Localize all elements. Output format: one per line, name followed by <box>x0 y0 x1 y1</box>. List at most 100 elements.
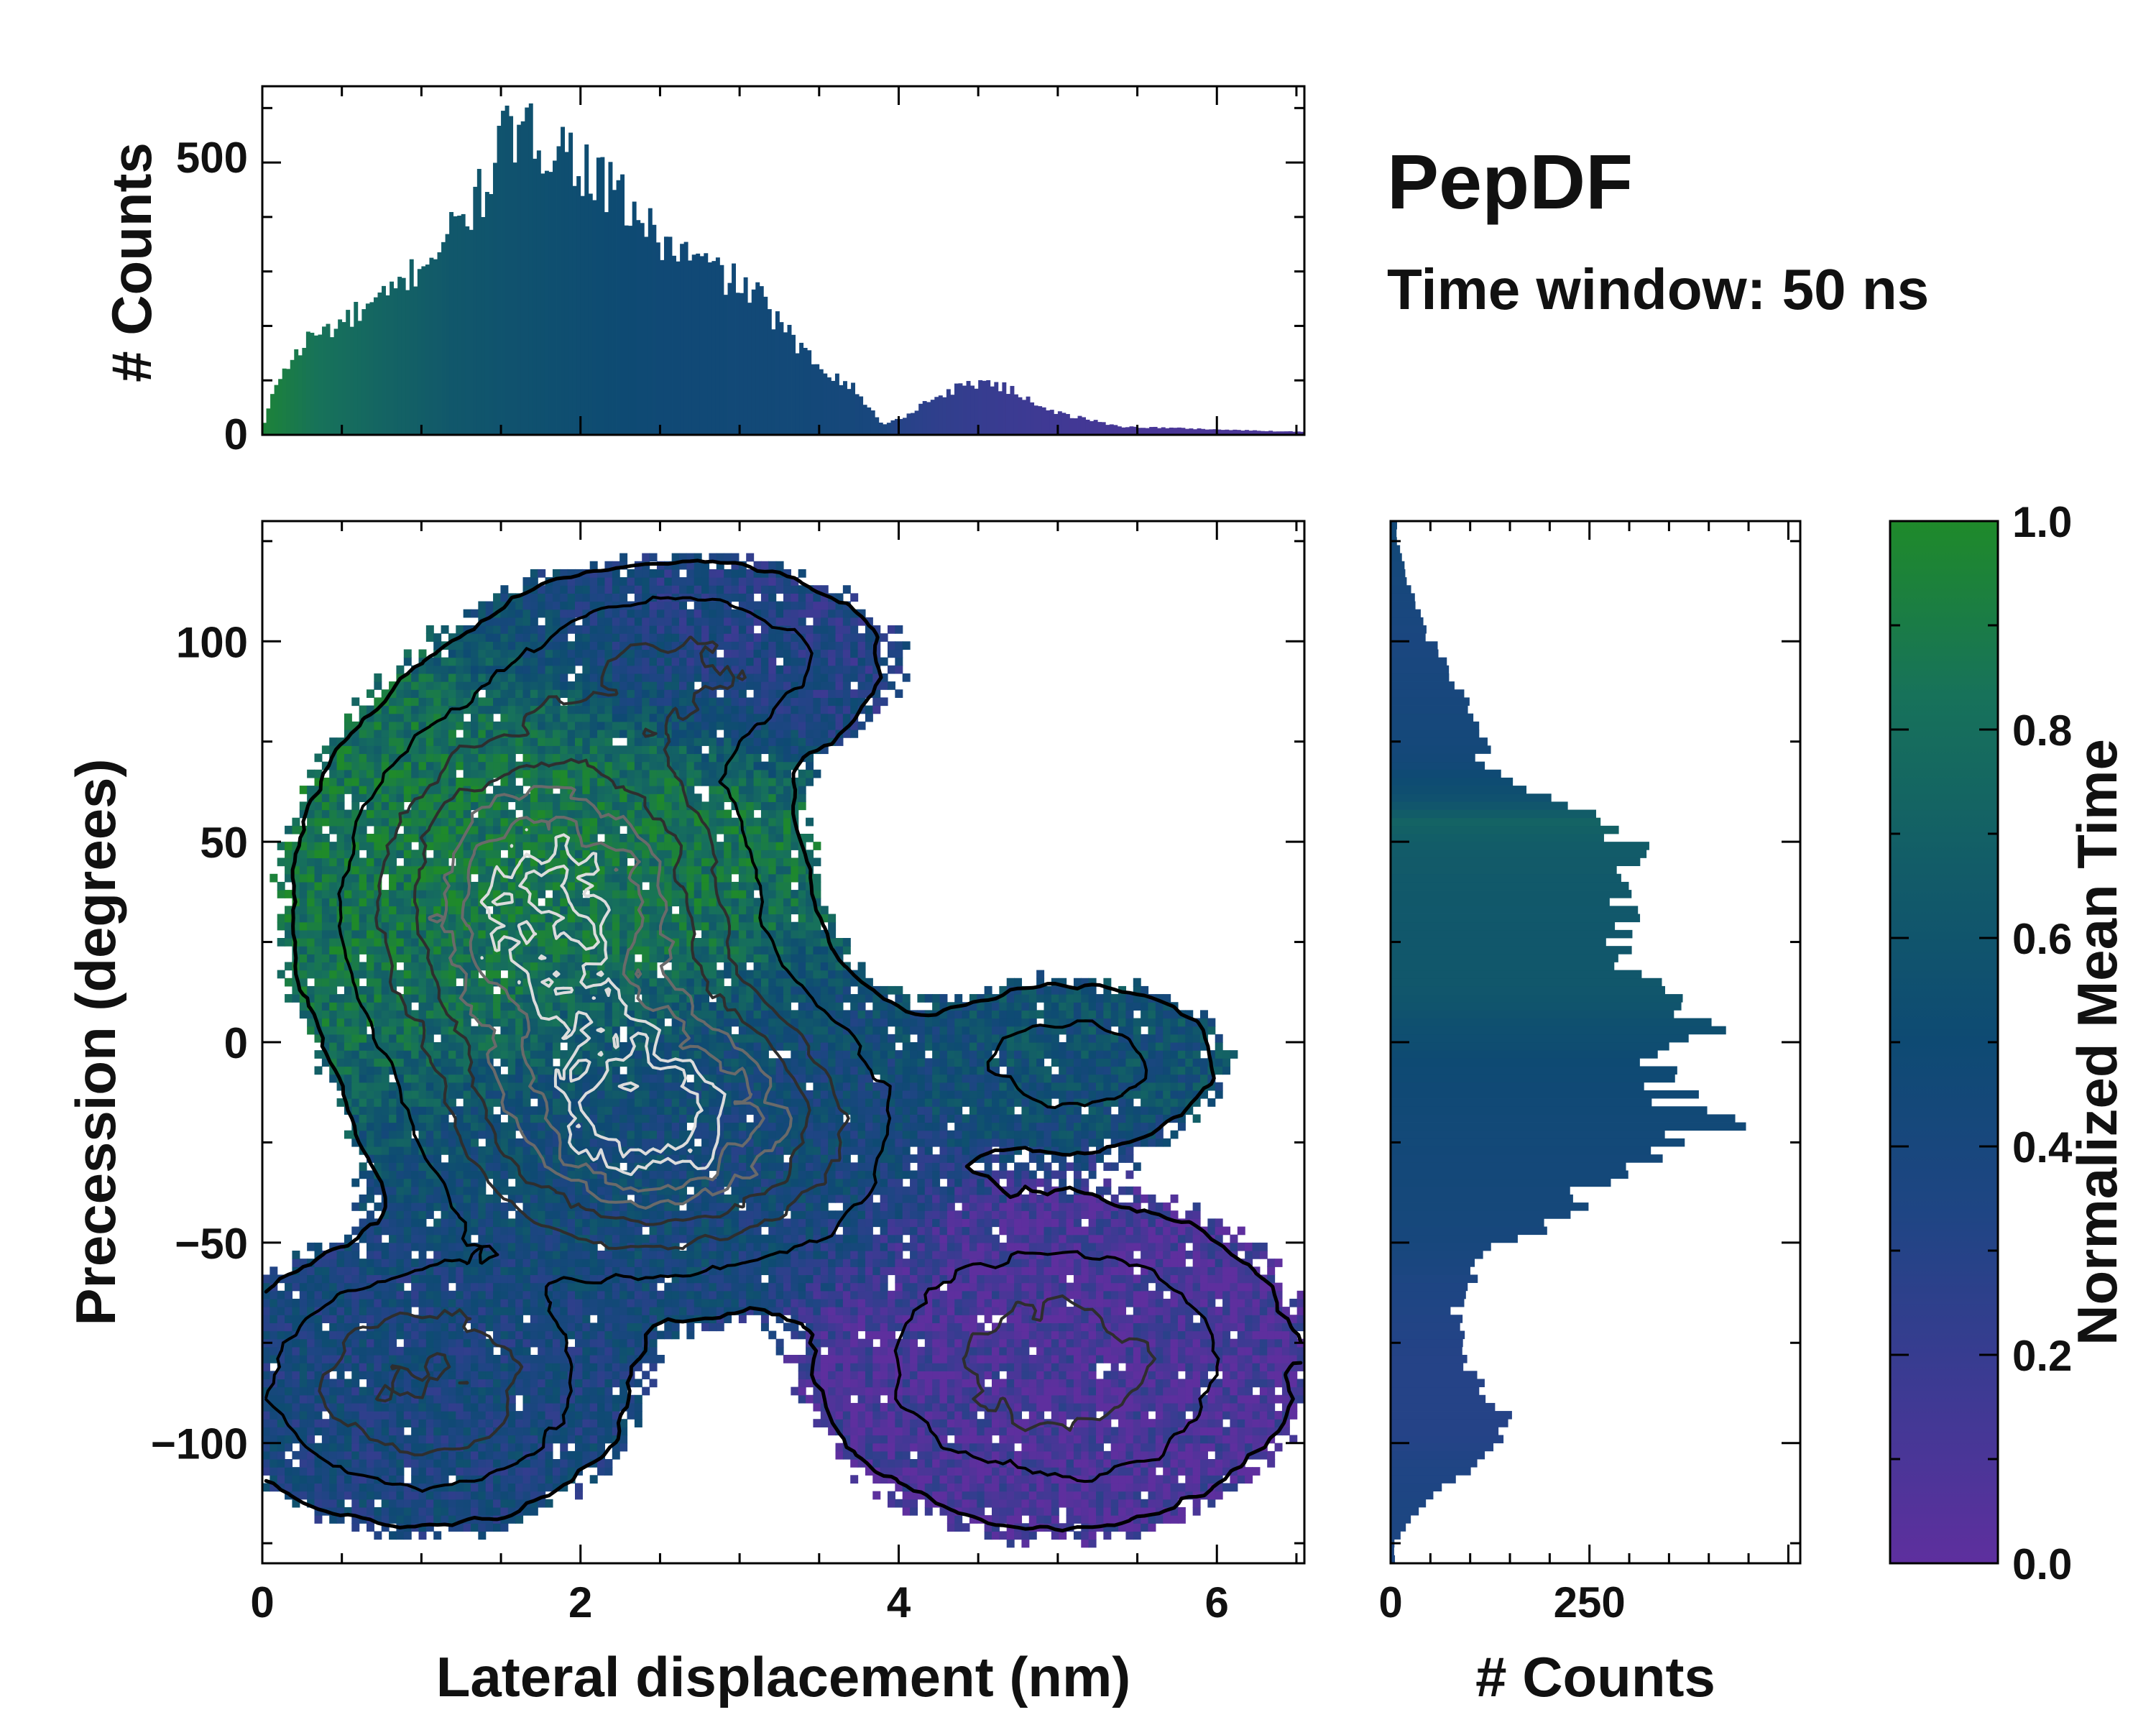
heatmap-cell <box>1021 1202 1030 1211</box>
heatmap-cell <box>969 1411 977 1420</box>
heatmap-cell <box>582 1394 591 1404</box>
heatmap-cell <box>902 1402 911 1412</box>
heatmap-cell <box>791 1298 799 1307</box>
heatmap-cell <box>418 1515 427 1524</box>
heatmap-cell <box>1192 1499 1201 1508</box>
heatmap-cell <box>1215 1322 1223 1332</box>
heatmap-cell <box>314 1499 323 1508</box>
heatmap-cell <box>1177 1483 1186 1492</box>
heatmap-cell <box>1148 1427 1156 1436</box>
heatmap-cell <box>992 1467 1000 1476</box>
heatmap-cell <box>1281 1379 1290 1388</box>
heatmap-cell <box>500 1379 509 1388</box>
heatmap-cell <box>307 1499 315 1508</box>
heatmap-cell <box>939 1355 948 1363</box>
heatmap-cell <box>575 1443 583 1452</box>
heatmap-cell <box>880 1266 888 1276</box>
heatmap-cell <box>389 1443 397 1452</box>
heatmap-cell <box>367 1483 374 1492</box>
heatmap-cell <box>1230 1450 1238 1460</box>
heatmap-cell <box>1088 1491 1097 1500</box>
heatmap-cell <box>932 1242 941 1251</box>
heatmap-cell <box>1059 1274 1067 1284</box>
heatmap-cell <box>850 1330 859 1340</box>
top-hist-bar <box>1033 405 1038 435</box>
heatmap-cell <box>828 1298 837 1307</box>
top-hist-bar <box>501 111 505 435</box>
heatmap-cell <box>910 1218 918 1228</box>
heatmap-cell <box>1155 1290 1164 1300</box>
heatmap-cell <box>1073 1491 1082 1500</box>
heatmap-cell <box>902 1443 911 1452</box>
heatmap-cell <box>612 1226 620 1236</box>
heatmap-cell <box>299 1346 308 1356</box>
heatmap-cell <box>545 1386 553 1396</box>
heatmap-cell <box>791 1282 799 1292</box>
heatmap-cell <box>977 1467 985 1476</box>
heatmap-cell <box>977 1202 985 1211</box>
heatmap-cell <box>403 1411 412 1420</box>
heatmap-cell <box>1170 1386 1179 1396</box>
heatmap-cell <box>1170 1379 1179 1388</box>
top-hist-bar <box>1125 427 1130 435</box>
heatmap-cell <box>634 1194 642 1203</box>
heatmap-cell <box>1192 1467 1201 1476</box>
heatmap-cell <box>270 1450 278 1460</box>
heatmap-cell <box>374 1234 382 1243</box>
heatmap-cell <box>262 1290 270 1300</box>
heatmap-cell <box>999 1483 1008 1492</box>
heatmap-cell <box>1118 1282 1127 1292</box>
heatmap-cell <box>433 1371 442 1380</box>
heatmap-cell <box>798 1379 806 1388</box>
heatmap-cell <box>612 1427 620 1436</box>
heatmap-cell <box>552 1386 561 1396</box>
top-hist-bar <box>826 377 831 435</box>
top-hist-bar <box>628 226 633 435</box>
heatmap-cell <box>1014 1371 1023 1380</box>
heatmap-cell <box>493 1210 502 1219</box>
heatmap-cell <box>389 1315 397 1323</box>
heatmap-cell <box>575 1202 583 1211</box>
heatmap-cell <box>939 1186 948 1195</box>
heatmap-cell <box>1059 1307 1067 1315</box>
heatmap-cell <box>530 1251 538 1259</box>
heatmap-cell <box>1051 1226 1059 1236</box>
heatmap-cell <box>835 1363 844 1371</box>
heatmap-cell <box>292 1491 300 1500</box>
heatmap-cell <box>359 1459 367 1468</box>
heatmap-cell <box>857 1274 866 1284</box>
heatmap-cell <box>321 1386 330 1396</box>
heatmap-cell <box>1170 1346 1179 1356</box>
heatmap-cell <box>962 1411 970 1420</box>
heatmap-cell <box>1200 1307 1208 1315</box>
heatmap-cell <box>1088 1251 1097 1259</box>
heatmap-cell <box>329 1242 338 1251</box>
heatmap-cell <box>493 1363 502 1371</box>
heatmap-cell <box>292 1467 300 1476</box>
heatmap-cell <box>1222 1402 1231 1412</box>
heatmap-cell <box>389 1355 397 1363</box>
heatmap-cell <box>425 1411 434 1420</box>
heatmap-cell <box>418 1322 427 1332</box>
heatmap-cell <box>791 1234 799 1243</box>
heatmap-cell <box>1021 1298 1030 1307</box>
heatmap-cell <box>701 1259 710 1267</box>
heatmap-cell <box>1066 1394 1074 1404</box>
heatmap-cell <box>798 1242 806 1251</box>
top-hist-bar <box>302 348 307 435</box>
heatmap-cell <box>1215 1459 1223 1468</box>
heatmap-cell <box>500 1435 509 1444</box>
heatmap-cell <box>1073 1355 1082 1363</box>
heatmap-cell <box>1073 1242 1082 1251</box>
heatmap-cell <box>939 1419 948 1427</box>
heatmap-cell <box>441 1251 449 1259</box>
heatmap-cell <box>746 1282 755 1292</box>
heatmap-cell <box>1245 1467 1253 1476</box>
heatmap-cell <box>270 1266 278 1276</box>
heatmap-cell <box>262 1371 270 1380</box>
heatmap-cell <box>1155 1226 1164 1236</box>
heatmap-cell <box>820 1194 829 1203</box>
heatmap-cell <box>1207 1419 1216 1427</box>
heatmap-cell <box>441 1210 449 1219</box>
heatmap-cell <box>1148 1467 1156 1476</box>
